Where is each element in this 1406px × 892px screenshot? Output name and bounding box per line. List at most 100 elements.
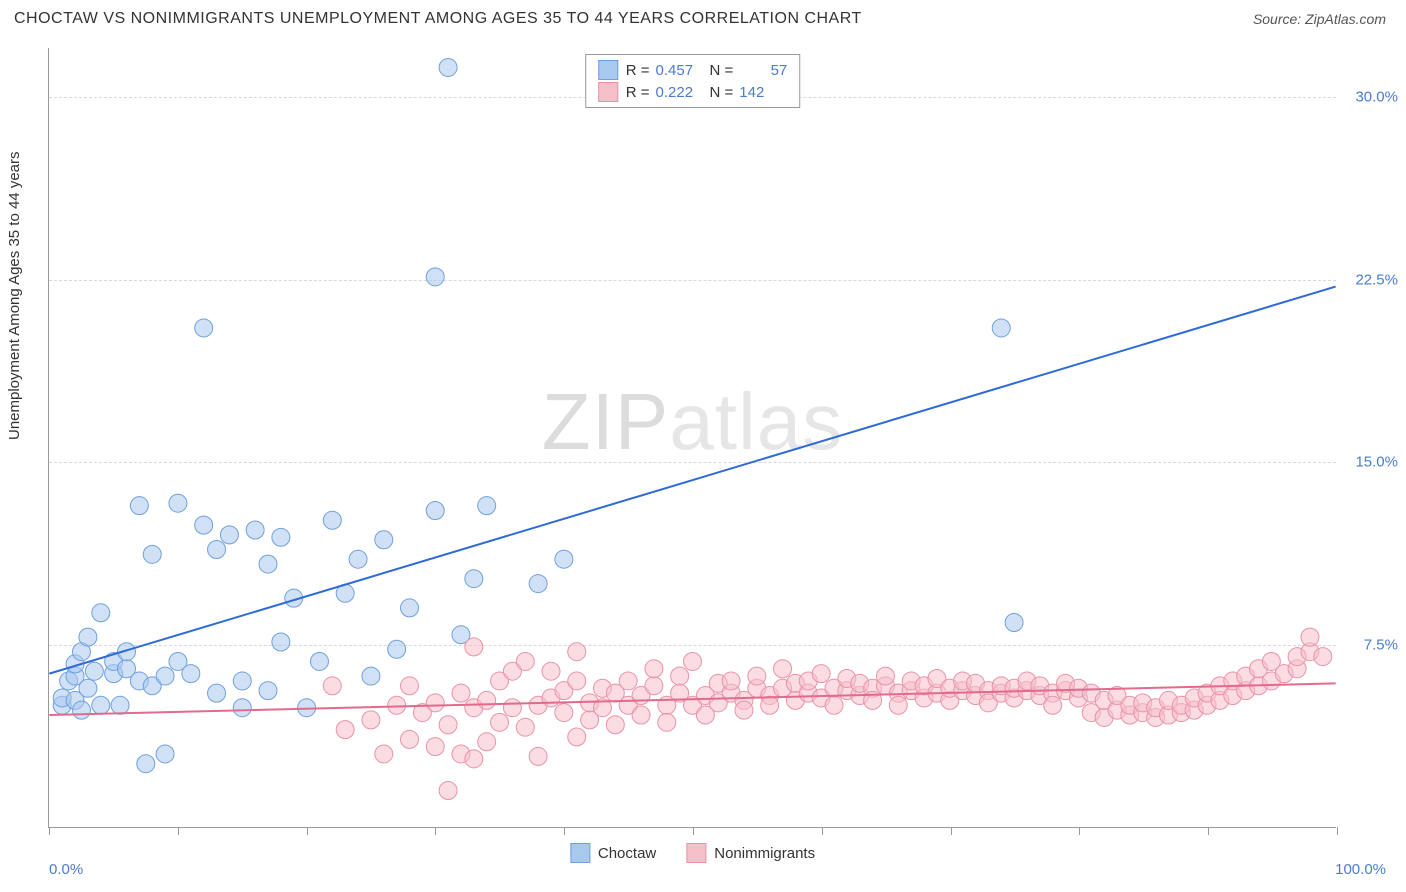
data-point	[684, 652, 702, 670]
data-point	[143, 545, 161, 563]
data-point	[156, 667, 174, 685]
data-point	[465, 570, 483, 588]
data-point	[555, 550, 573, 568]
swatch-choctaw-bottom	[570, 843, 590, 863]
data-point	[272, 633, 290, 651]
data-point	[137, 755, 155, 773]
data-point	[233, 699, 251, 717]
data-point	[478, 497, 496, 515]
legend-correlation: R = 0.457 N = 57 R = 0.222 N = 142	[585, 54, 801, 108]
data-point	[426, 502, 444, 520]
data-point	[568, 728, 586, 746]
data-point	[1301, 628, 1319, 646]
data-point	[568, 643, 586, 661]
data-point	[992, 319, 1010, 337]
n-label: N =	[710, 84, 734, 101]
x-tick	[1208, 827, 1209, 835]
swatch-nonimmigrants-bottom	[686, 843, 706, 863]
y-tick-label: 22.5%	[1355, 271, 1398, 288]
x-tick	[822, 827, 823, 835]
data-point	[529, 747, 547, 765]
data-point	[362, 711, 380, 729]
data-point	[465, 638, 483, 656]
legend-item-nonimmigrants: Nonimmigrants	[686, 843, 815, 863]
legend-row-choctaw: R = 0.457 N = 57	[598, 59, 788, 81]
data-point	[233, 672, 251, 690]
data-point	[388, 696, 406, 714]
x-tick	[693, 827, 694, 835]
data-point	[465, 750, 483, 768]
data-point	[375, 745, 393, 763]
data-point	[323, 677, 341, 695]
data-point	[1005, 614, 1023, 632]
legend-item-choctaw: Choctaw	[570, 843, 656, 863]
data-point	[130, 497, 148, 515]
data-point	[439, 58, 457, 76]
chart-plot-area: ZIPatlas R = 0.457 N = 57 R = 0.222 N = …	[48, 48, 1336, 828]
r-value-choctaw: 0.457	[656, 62, 704, 79]
data-point	[92, 604, 110, 622]
data-point	[79, 628, 97, 646]
x-min-label: 0.0%	[49, 861, 83, 878]
data-point	[722, 672, 740, 690]
swatch-nonimmigrants	[598, 82, 618, 102]
x-tick	[951, 827, 952, 835]
data-point	[439, 781, 457, 799]
data-point	[92, 696, 110, 714]
data-point	[182, 665, 200, 683]
data-point	[619, 672, 637, 690]
data-point	[401, 730, 419, 748]
data-point	[426, 694, 444, 712]
data-point	[336, 721, 354, 739]
data-point	[195, 319, 213, 337]
trend-line	[49, 287, 1335, 674]
data-point	[220, 526, 238, 544]
x-tick	[307, 827, 308, 835]
data-point	[401, 599, 419, 617]
data-point	[645, 677, 663, 695]
r-label: R =	[626, 84, 650, 101]
data-point	[735, 701, 753, 719]
data-point	[748, 667, 766, 685]
legend-series: Choctaw Nonimmigrants	[570, 843, 815, 863]
r-value-nonimmigrants: 0.222	[656, 84, 704, 101]
data-point	[452, 684, 470, 702]
x-tick	[1337, 827, 1338, 835]
x-max-label: 100.0%	[1335, 861, 1386, 878]
data-point	[259, 555, 277, 573]
series-name-nonimmigrants: Nonimmigrants	[714, 845, 815, 862]
swatch-choctaw	[598, 60, 618, 80]
x-tick	[178, 827, 179, 835]
data-point	[208, 684, 226, 702]
data-point	[645, 660, 663, 678]
legend-row-nonimmigrants: R = 0.222 N = 142	[598, 81, 788, 103]
data-point	[555, 704, 573, 722]
data-point	[111, 696, 129, 714]
data-point	[246, 521, 264, 539]
title-bar: CHOCTAW VS NONIMMIGRANTS UNEMPLOYMENT AM…	[0, 0, 1406, 36]
n-value-choctaw: 57	[739, 62, 787, 79]
data-point	[876, 667, 894, 685]
data-point	[503, 699, 521, 717]
data-point	[1044, 696, 1062, 714]
data-point	[516, 652, 534, 670]
data-point	[388, 640, 406, 658]
data-point	[349, 550, 367, 568]
data-point	[671, 667, 689, 685]
data-point	[478, 733, 496, 751]
data-point	[85, 662, 103, 680]
data-point	[72, 701, 90, 719]
x-tick	[1079, 827, 1080, 835]
data-point	[478, 691, 496, 709]
data-point	[401, 677, 419, 695]
source-attribution: Source: ZipAtlas.com	[1253, 11, 1386, 27]
data-point	[491, 713, 509, 731]
data-point	[1314, 648, 1332, 666]
data-point	[426, 268, 444, 286]
data-point	[362, 667, 380, 685]
data-point	[426, 738, 444, 756]
series-name-choctaw: Choctaw	[598, 845, 656, 862]
y-tick-label: 15.0%	[1355, 454, 1398, 471]
data-point	[310, 652, 328, 670]
x-tick	[435, 827, 436, 835]
